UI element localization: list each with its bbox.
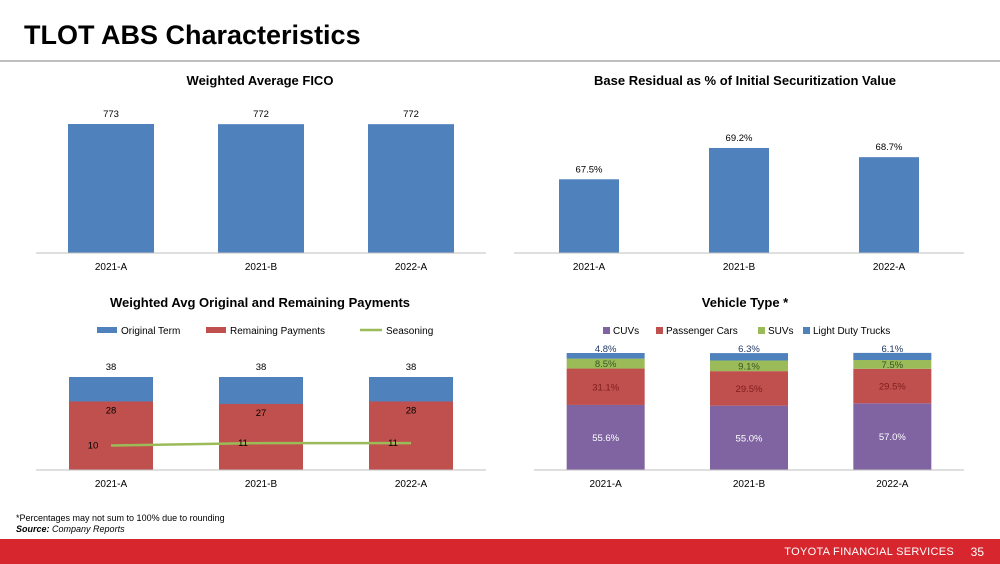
source-value: Company Reports bbox=[52, 524, 125, 534]
data-label: 8.5% bbox=[595, 359, 617, 370]
x-tick-label: 2021-A bbox=[590, 479, 623, 490]
footer-brand: TOYOTA FINANCIAL SERVICES bbox=[784, 546, 954, 558]
legend-swatch bbox=[656, 327, 663, 334]
data-label: 29.5% bbox=[879, 382, 906, 393]
x-tick-label: 2021-B bbox=[245, 479, 278, 490]
data-label: 6.1% bbox=[882, 344, 904, 355]
data-label: 773 bbox=[103, 109, 119, 120]
bar-remaining-payments bbox=[69, 401, 153, 470]
chart-title: Weighted Avg Original and Remaining Paym… bbox=[110, 295, 410, 310]
legend-entry: CUVs bbox=[613, 326, 639, 337]
bar-segment-light-duty-trucks bbox=[566, 353, 645, 359]
x-tick-label: 2022-A bbox=[873, 262, 906, 273]
x-tick-label: 2022-A bbox=[395, 479, 428, 490]
legend-entry: Light Duty Trucks bbox=[813, 326, 890, 337]
x-tick-label: 2021-B bbox=[723, 262, 756, 273]
data-label: 11 bbox=[238, 438, 248, 449]
data-label: 9.1% bbox=[738, 361, 760, 372]
data-label: 55.6% bbox=[592, 433, 619, 444]
bar-segment-suvs bbox=[566, 358, 645, 369]
bar-2022-A bbox=[368, 124, 454, 253]
data-label: 28 bbox=[106, 405, 117, 416]
footnote: *Percentages may not sum to 100% due to … bbox=[16, 513, 225, 535]
legend-entry: Original Term bbox=[121, 326, 180, 337]
bar-remaining-payments bbox=[219, 403, 303, 470]
data-label: 55.0% bbox=[736, 433, 763, 444]
bar-segment-cuvs bbox=[853, 403, 932, 470]
data-label: 10 bbox=[88, 441, 99, 452]
fico-chart: Weighted Average FICO 773 2021-A 772 2021-B 7… bbox=[36, 73, 486, 273]
data-label: 31.1% bbox=[592, 382, 619, 393]
chart-title: Weighted Average FICO bbox=[187, 73, 334, 88]
seasoning-line bbox=[110, 441, 411, 447]
data-label: 38 bbox=[106, 362, 117, 373]
bar-segment-cuvs bbox=[710, 405, 788, 470]
data-label: 57.0% bbox=[879, 432, 906, 443]
data-label: 7.5% bbox=[882, 360, 904, 371]
data-label: 67.5% bbox=[576, 164, 603, 175]
bar-segment-cuvs bbox=[566, 404, 645, 470]
bar-segment-light-duty-trucks bbox=[853, 352, 932, 361]
x-tick-label: 2021-B bbox=[733, 479, 766, 490]
data-label: 6.3% bbox=[738, 344, 760, 355]
bar-2021-B bbox=[218, 124, 304, 253]
bar-segment-suvs bbox=[710, 360, 788, 372]
legend-swatch bbox=[97, 327, 117, 333]
legend-entry: SUVs bbox=[768, 326, 794, 337]
data-label: 28 bbox=[406, 405, 417, 416]
bar-segment-passenger-cars bbox=[710, 371, 788, 406]
payments-chart: Weighted Avg Original and Remaining Paym… bbox=[36, 295, 486, 490]
data-label: 772 bbox=[403, 109, 419, 120]
x-tick-label: 2021-A bbox=[95, 262, 128, 273]
x-tick-label: 2022-A bbox=[876, 479, 909, 490]
page-title: TLOT ABS Characteristics bbox=[24, 20, 361, 50]
data-label: 68.7% bbox=[876, 142, 903, 153]
chart-title: Base Residual as % of Initial Securitiza… bbox=[594, 73, 896, 88]
bar-2021-A bbox=[559, 179, 619, 253]
x-tick-label: 2021-A bbox=[95, 479, 128, 490]
title-divider bbox=[0, 60, 1000, 62]
bar-remaining-payments bbox=[369, 401, 453, 470]
data-label: 27 bbox=[256, 408, 267, 419]
data-label: 4.8% bbox=[595, 344, 617, 355]
legend-swatch bbox=[803, 327, 810, 334]
footer-bar: TOYOTA FINANCIAL SERVICES 35 bbox=[0, 539, 1000, 564]
legend-entry: Passenger Cars bbox=[666, 326, 738, 337]
x-tick-label: 2021-A bbox=[573, 262, 606, 273]
bar-segment-light-duty-trucks bbox=[710, 353, 788, 361]
data-label: 29.5% bbox=[736, 384, 763, 395]
legend-swatch bbox=[206, 327, 226, 333]
legend-entry: Remaining Payments bbox=[230, 326, 325, 337]
vehicle-type-chart: Vehicle Type * CUVs Passenger Cars SUVs Ligh… bbox=[534, 295, 964, 490]
x-tick-label: 2021-B bbox=[245, 262, 278, 273]
bar-2021-A bbox=[68, 124, 154, 253]
bar-segment-passenger-cars bbox=[566, 368, 645, 405]
bar-segment-suvs bbox=[853, 360, 932, 369]
source-label: Source: bbox=[16, 524, 50, 534]
data-label: 772 bbox=[253, 109, 269, 120]
legend-swatch bbox=[758, 327, 765, 334]
data-label: 38 bbox=[406, 362, 417, 373]
residual-chart: Base Residual as % of Initial Securitiza… bbox=[514, 73, 964, 273]
bar-segment-passenger-cars bbox=[853, 368, 932, 404]
source-note: Source: Company Reports bbox=[16, 524, 225, 535]
legend-swatch bbox=[603, 327, 610, 334]
rounding-note: *Percentages may not sum to 100% due to … bbox=[16, 513, 225, 523]
data-label: 11 bbox=[388, 438, 398, 449]
x-tick-label: 2022-A bbox=[395, 262, 428, 273]
bar-2022-A bbox=[859, 157, 919, 253]
bar-2021-B bbox=[709, 147, 769, 253]
page-number: 35 bbox=[970, 545, 984, 559]
chart-title: Vehicle Type * bbox=[702, 295, 789, 310]
legend-entry: Seasoning bbox=[386, 326, 433, 337]
data-label: 38 bbox=[256, 362, 267, 373]
data-label: 69.2% bbox=[726, 133, 753, 144]
